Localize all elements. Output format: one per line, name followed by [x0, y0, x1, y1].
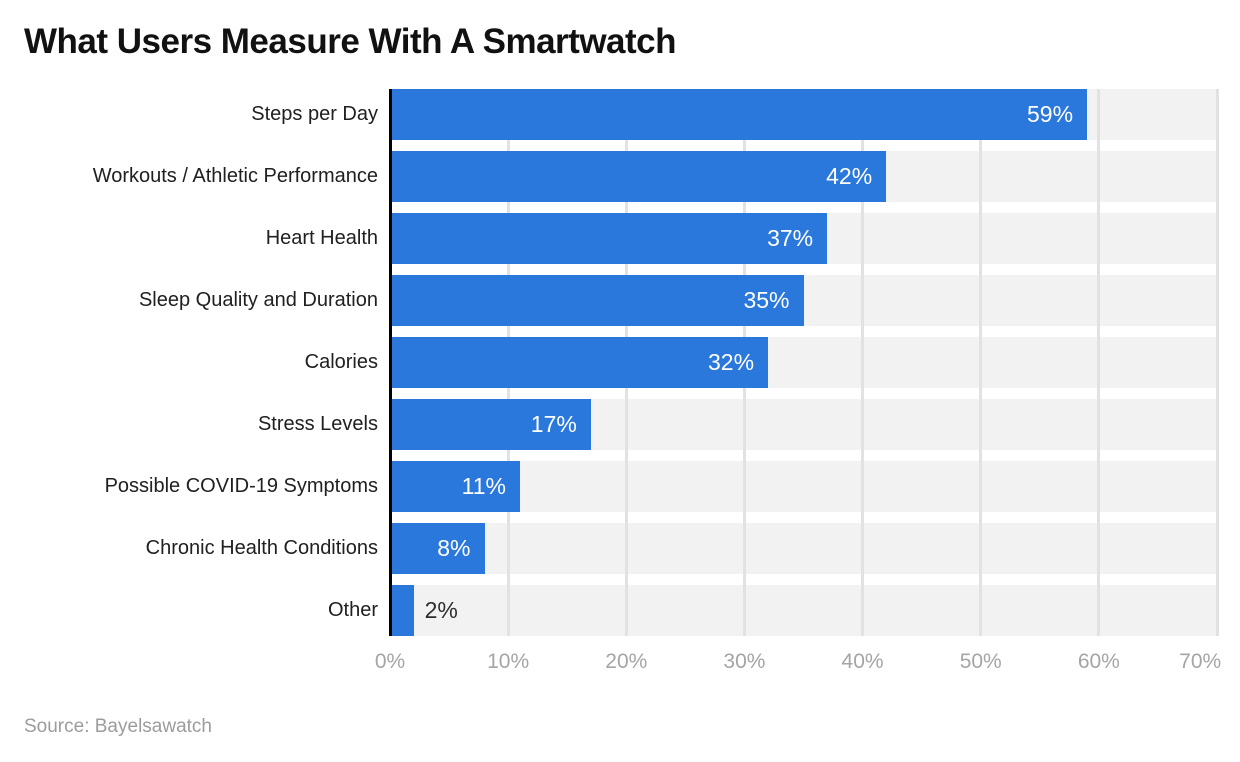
bar-value-label: 8% [437, 535, 471, 561]
category-label: Steps per Day [251, 103, 378, 125]
gridline [979, 89, 983, 636]
bar-stress-levels[interactable]: 17% [390, 399, 591, 450]
y-axis-line [389, 89, 392, 636]
category-axis: Steps per Day Workouts / Athletic Perfor… [0, 89, 378, 636]
plot-area: 59% 42% 37% 35% 32% 17% 11% 8% 2% [389, 89, 1219, 636]
bar-value-label: 2% [424, 597, 458, 623]
bar-steps-per-day[interactable]: 59% [390, 89, 1088, 140]
bar-track [390, 461, 1217, 512]
x-axis-tick-label: 70% [1179, 650, 1222, 673]
category-label: Stress Levels [257, 413, 378, 435]
category-label: Workouts / Athletic Performance [92, 165, 378, 187]
x-axis-tick-label: 40% [841, 650, 884, 673]
bar-value-label: 32% [708, 349, 755, 375]
x-axis-tick-label: 0% [374, 650, 406, 673]
bar-heart-health[interactable]: 37% [390, 213, 828, 264]
x-axis-tick-label: 20% [605, 650, 648, 673]
bar-value-label: 37% [767, 225, 814, 251]
bar-track [390, 585, 1217, 636]
bar-value-label: 42% [826, 163, 873, 189]
bar-track [390, 523, 1217, 574]
bar-value-label: 35% [743, 287, 790, 313]
category-label: Heart Health [265, 227, 378, 249]
gridline [1097, 89, 1101, 636]
x-axis-tick-label: 50% [959, 650, 1002, 673]
bars-layer: 59% 42% 37% 35% 32% 17% 11% 8% 2% [390, 89, 1217, 636]
x-axis-tick-label: 30% [723, 650, 766, 673]
category-label: Calories [304, 351, 378, 373]
bar-value-label: 59% [1026, 101, 1074, 127]
bar-possible-covid-19-symptoms[interactable]: 11% [390, 461, 520, 512]
category-label: Chronic Health Conditions [145, 537, 378, 559]
bar-calories[interactable]: 32% [390, 337, 769, 388]
category-label: Possible COVID-19 Symptoms [104, 475, 378, 497]
chart-title: What Users Measure With A Smartwatch [24, 22, 677, 61]
x-axis: 0% 10% 20% 30% 40% 50% 60% 70% [375, 650, 1221, 678]
bar-chronic-health-conditions[interactable]: 8% [390, 523, 485, 574]
x-axis-tick-label: 10% [487, 650, 530, 673]
x-axis-tick-label: 60% [1077, 650, 1120, 673]
category-label: Other [327, 599, 378, 621]
bar-value-label: 11% [461, 473, 506, 499]
gridline [861, 89, 865, 636]
bar-value-label: 17% [530, 411, 577, 437]
category-label: Sleep Quality and Duration [138, 289, 378, 311]
gridline [1215, 89, 1219, 636]
bar-sleep-quality-and-duration[interactable]: 35% [390, 275, 804, 326]
bar-workouts-athletic-performance[interactable]: 42% [390, 151, 887, 202]
source-label: Source: Bayelsawatch [24, 716, 212, 737]
bar-other[interactable]: 2% [390, 585, 458, 636]
